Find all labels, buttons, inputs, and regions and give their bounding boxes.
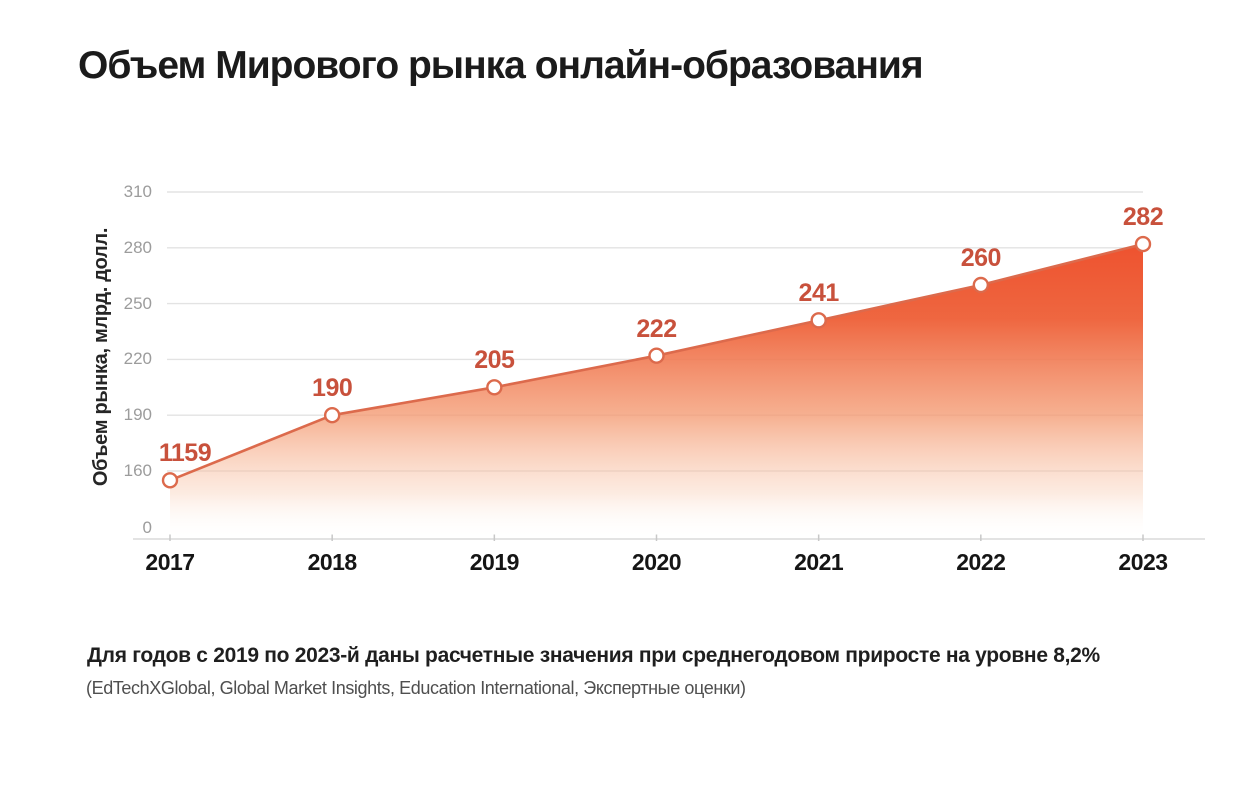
x-tick-label: 2018 (307, 549, 358, 575)
area-fill (170, 244, 1143, 539)
data-point-label: 241 (798, 279, 840, 308)
data-point-marker (323, 407, 341, 424)
data-point-marker (648, 347, 665, 364)
x-tick-label: 2022 (956, 549, 1006, 575)
data-point-marker (486, 379, 503, 396)
y-tick-label: 280 (123, 237, 152, 257)
data-point-label: 190 (312, 374, 353, 403)
x-tick-label: 2023 (1118, 549, 1168, 575)
y-tick-label: 0 (142, 518, 152, 537)
footnote-sources: (EdTechXGlobal, Global Market Insights, … (86, 678, 746, 698)
markers-group (161, 235, 1152, 489)
y-tick-label: 250 (123, 293, 152, 313)
data-point-marker (810, 312, 827, 329)
data-point-marker (161, 472, 179, 489)
data-point-marker (972, 276, 990, 294)
x-tick-label: 2020 (631, 549, 682, 575)
y-tick-label: 190 (123, 405, 152, 425)
x-axis-group (133, 534, 1205, 541)
data-point-label: 1159 (158, 439, 212, 468)
chart-title: Объем Мирового рынка онлайн-образования (78, 44, 924, 87)
y-tick-label: 160 (123, 461, 152, 480)
y-tick-label: 310 (123, 182, 152, 201)
x-tick-label: 2017 (145, 549, 195, 575)
x-tick-label: 2019 (469, 549, 520, 575)
y-tick-label: 220 (123, 349, 152, 369)
data-point-label: 260 (960, 244, 1002, 272)
x-tick-label: 2021 (794, 549, 844, 575)
footnote-methodology: Для годов с 2019 по 2023-й даны расчетны… (87, 644, 1100, 667)
data-point-label: 205 (474, 346, 515, 375)
data-point-label: 222 (636, 314, 677, 343)
data-point-label: 282 (1122, 203, 1164, 232)
area-series-group (170, 244, 1143, 539)
data-point-marker (1134, 235, 1152, 253)
